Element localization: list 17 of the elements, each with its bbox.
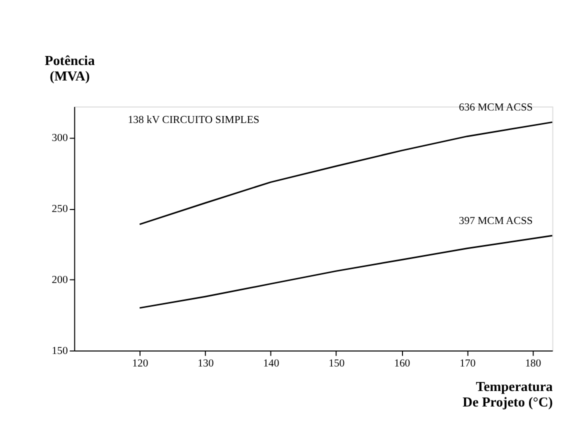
y-tick-label: 300 xyxy=(52,132,68,144)
line-series xyxy=(138,234,553,309)
annotation: 138 kV CIRCUITO SIMPLES xyxy=(128,114,260,126)
x-tick-label: 120 xyxy=(132,358,148,370)
x-tick-label: 130 xyxy=(198,358,214,370)
y-tick-label: 250 xyxy=(52,203,68,216)
x-tick-label: 180 xyxy=(525,358,542,370)
y-tick-label: 150 xyxy=(52,344,68,357)
x-axis-title: Temperatura De Projeto (°C) xyxy=(462,378,553,410)
y-tick-label: 200 xyxy=(52,274,68,286)
x-tick-label: 170 xyxy=(460,358,476,370)
x-tick-label: 140 xyxy=(263,358,280,370)
x-tick-label: 160 xyxy=(394,358,410,370)
x-tick-label: 150 xyxy=(328,358,345,370)
y-axis-title: Potência (MVA) xyxy=(44,53,95,84)
series-label: 397 MCM ACSS xyxy=(458,214,533,227)
series-label: 636 MCM ACSS xyxy=(458,101,533,114)
